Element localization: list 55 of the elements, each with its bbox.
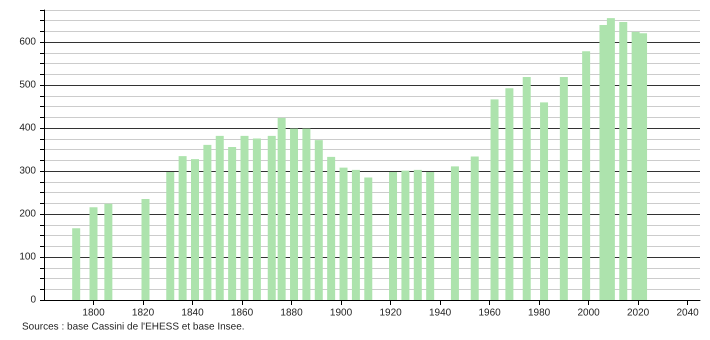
y-tick-label: 600 <box>19 36 36 48</box>
bar <box>278 118 286 300</box>
bar <box>141 199 150 300</box>
bar <box>216 136 224 300</box>
y-tick-label: 400 <box>19 122 36 134</box>
x-tick-label: 1840 <box>181 308 204 318</box>
x-tick-label: 2020 <box>626 308 650 318</box>
x-tick-label: 1800 <box>82 308 106 318</box>
bar <box>560 77 568 300</box>
bar <box>228 147 236 300</box>
bar <box>340 168 348 300</box>
bar <box>470 156 479 300</box>
bar <box>505 88 514 300</box>
bar <box>364 178 372 300</box>
bar <box>414 170 422 300</box>
bar <box>582 51 590 300</box>
x-tick-label: 1860 <box>230 308 254 318</box>
x-tick-label: 1920 <box>379 308 402 318</box>
bar <box>252 138 261 300</box>
source-note: Sources : base Cassini de l'EHESS et base Insee. <box>22 322 245 332</box>
x-tick-label: 1960 <box>478 308 502 318</box>
y-tick-label: 200 <box>19 208 36 220</box>
bar <box>327 156 336 300</box>
bar <box>490 99 499 300</box>
y-tick-label: 100 <box>19 252 36 263</box>
x-tick-label: 2040 <box>676 308 700 318</box>
y-tick-label: 500 <box>19 80 36 91</box>
bar <box>104 204 112 300</box>
x-tick-label: 1820 <box>132 308 155 318</box>
bar <box>240 136 249 300</box>
bar <box>72 228 80 300</box>
bar <box>290 128 298 300</box>
x-tick-label: 1900 <box>330 308 353 318</box>
bar <box>191 159 200 300</box>
bar <box>540 102 548 300</box>
bar <box>302 128 310 300</box>
bar <box>314 140 323 300</box>
y-tick-label: 0 <box>30 294 36 306</box>
bar <box>352 170 360 300</box>
bar <box>401 170 410 300</box>
bar <box>268 136 276 300</box>
bar <box>389 172 398 300</box>
bar <box>203 144 212 300</box>
bar <box>450 166 459 300</box>
bar <box>90 207 98 300</box>
y-tick-label: 300 <box>19 166 36 177</box>
x-tick-label: 1880 <box>280 308 304 318</box>
x-tick-label: 1940 <box>428 308 452 318</box>
bar <box>166 172 174 300</box>
x-tick-label: 2000 <box>577 308 600 318</box>
bar <box>522 77 531 300</box>
bar <box>426 172 434 300</box>
bar <box>178 156 187 300</box>
bar <box>619 22 628 300</box>
x-tick-label: 1980 <box>528 308 551 318</box>
